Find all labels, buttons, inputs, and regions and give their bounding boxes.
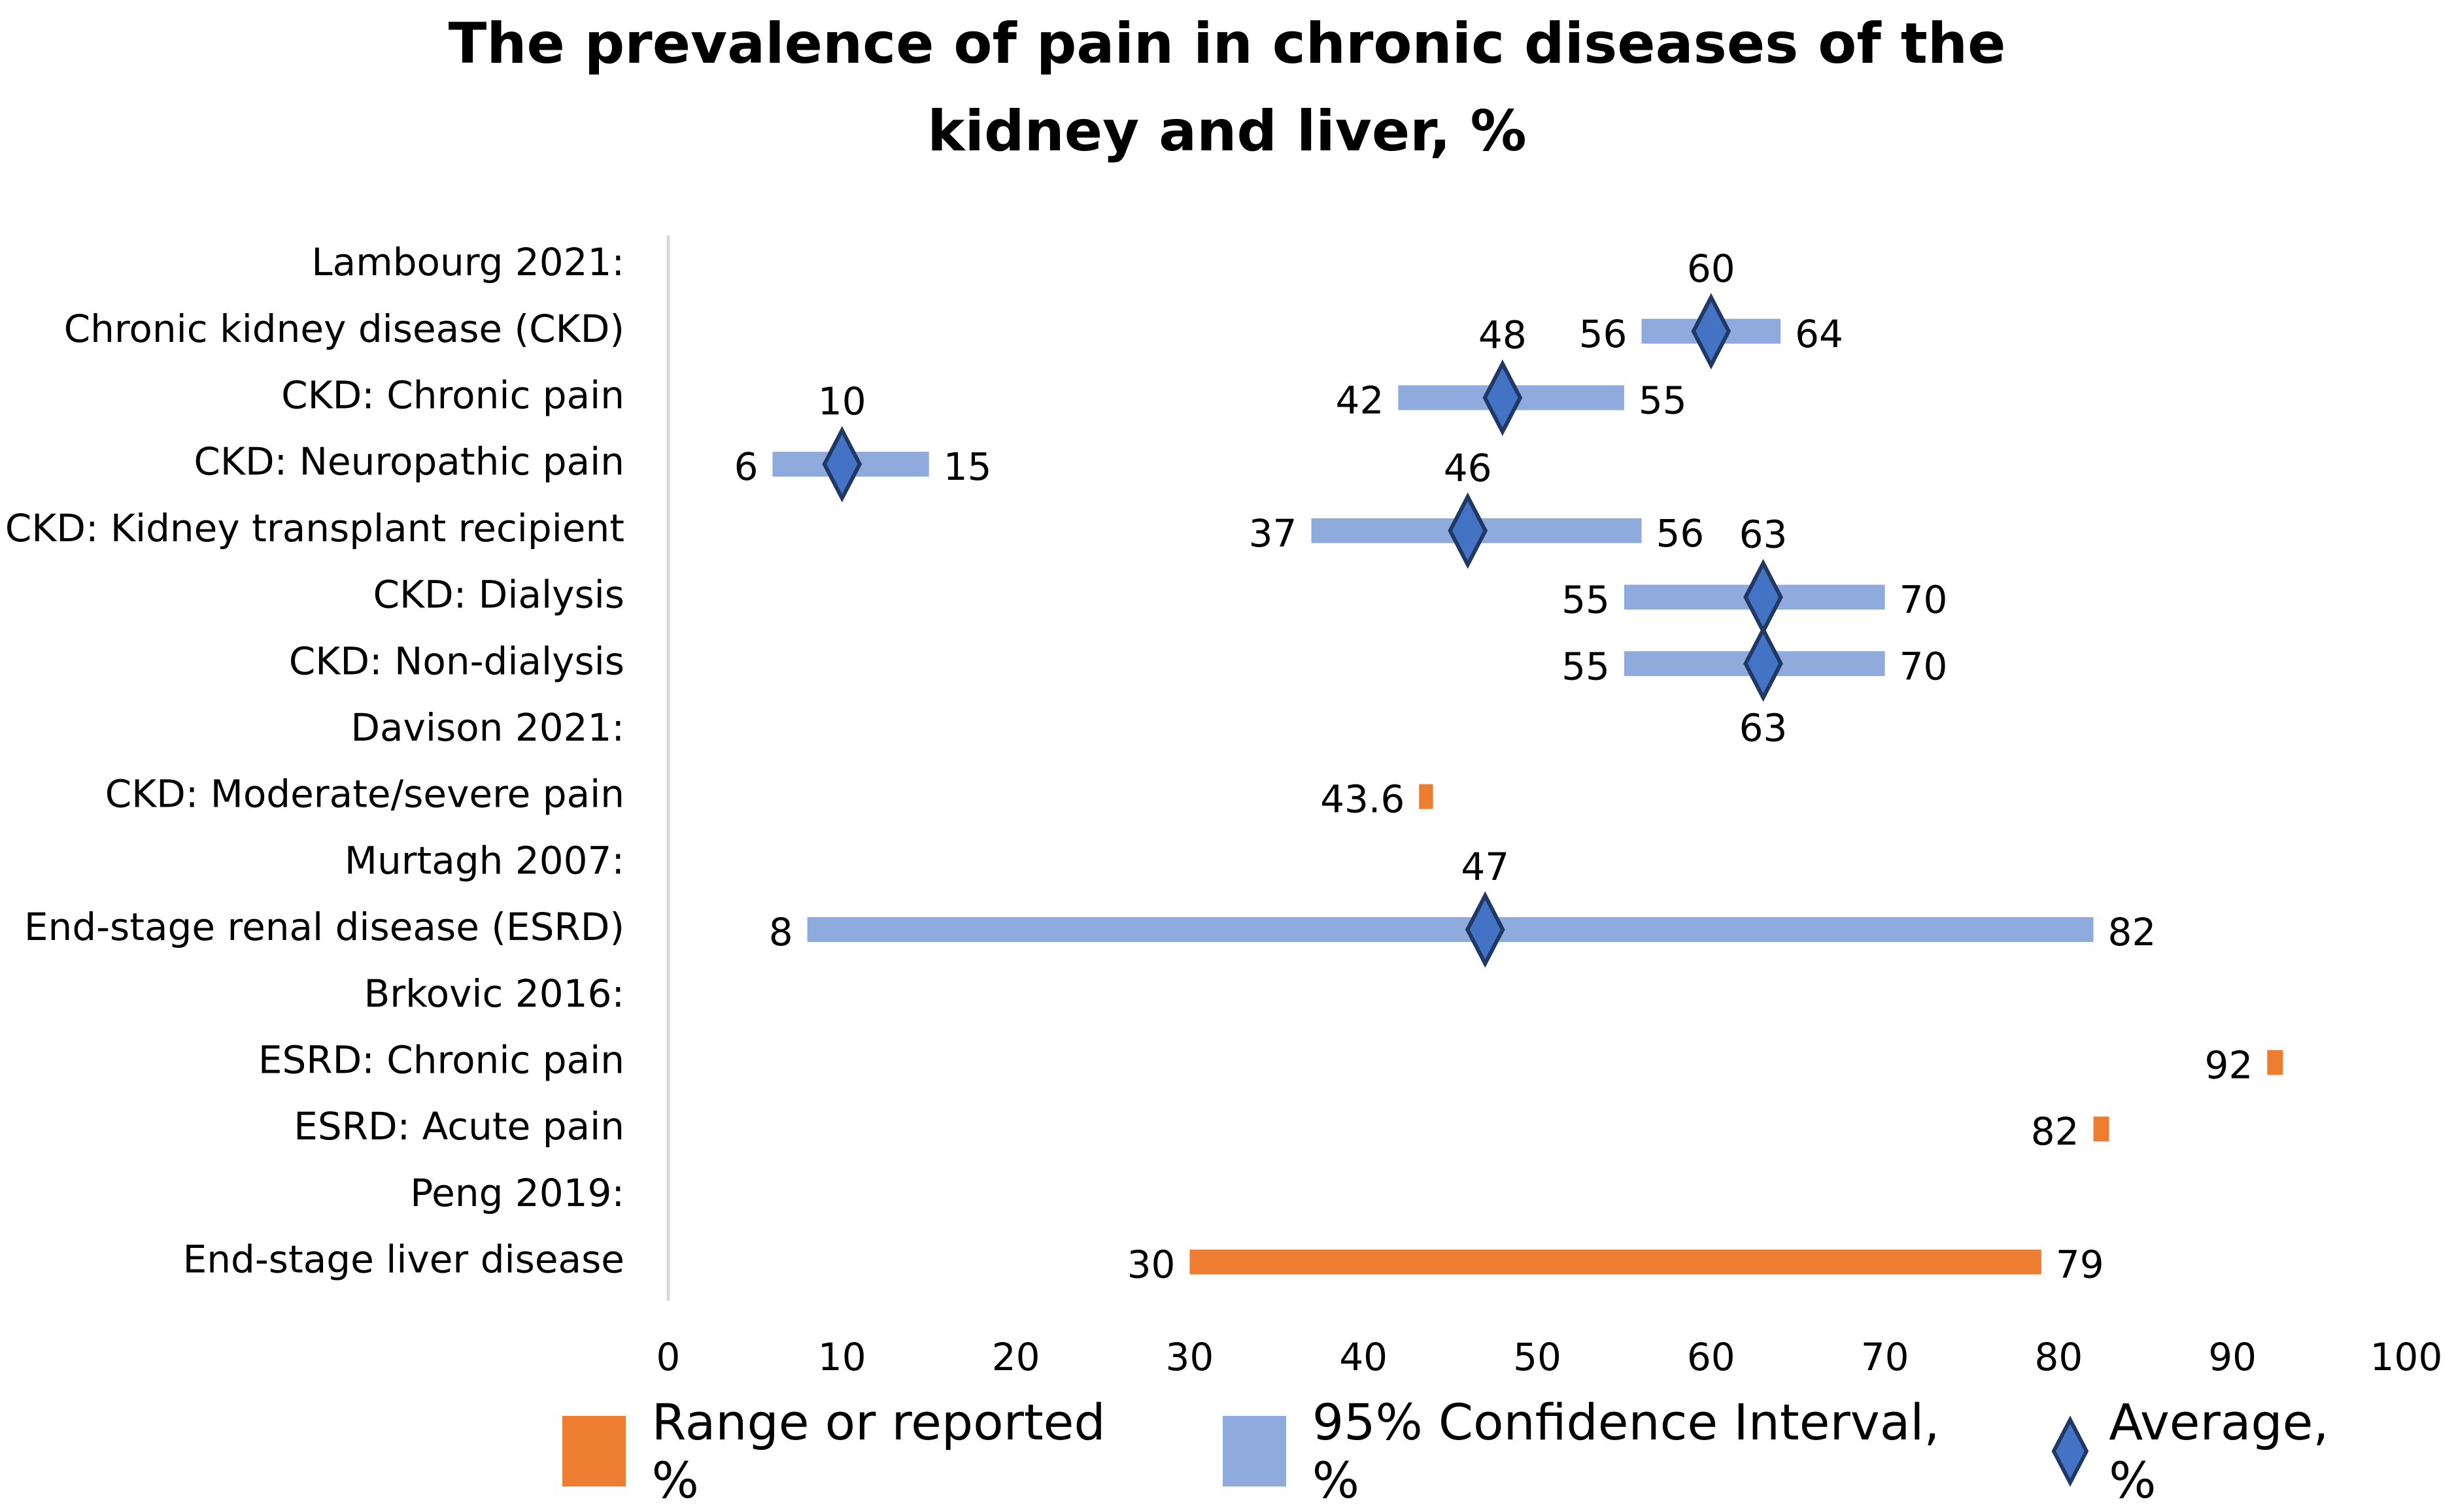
low-label-row-3: 6 — [734, 445, 758, 489]
high-label-row-1: 64 — [1795, 312, 1843, 356]
category-label-14: Peng 2019: — [410, 1171, 624, 1215]
low-label-row-4: 37 — [1249, 511, 1297, 556]
average-label-row-5: 63 — [1739, 512, 1788, 557]
low-label-row-6: 55 — [1561, 644, 1610, 688]
category-label-13: ESRD: Acute pain — [294, 1104, 624, 1149]
category-label-11: Brkovic 2016: — [364, 971, 624, 1016]
legend-diamond-icon — [2051, 1416, 2089, 1487]
category-label-6: CKD: Non-dialysis — [289, 639, 624, 683]
average-label-row-10: 47 — [1461, 845, 1509, 889]
legend-swatch-range — [562, 1416, 626, 1487]
x-tick-label-100: 100 — [2370, 1335, 2443, 1379]
high-label-row-10: 82 — [2108, 910, 2156, 954]
category-label-3: CKD: Neuropathic pain — [194, 439, 624, 484]
average-label-row-3: 10 — [818, 379, 866, 424]
category-label-5: CKD: Dialysis — [373, 573, 624, 617]
x-tick-label-10: 10 — [818, 1335, 866, 1379]
high-label-row-2: 55 — [1639, 378, 1687, 423]
average-label-row-2: 48 — [1478, 313, 1527, 358]
low-label-row-1: 56 — [1579, 312, 1627, 356]
category-label-9: Murtagh 2007: — [345, 838, 624, 882]
category-label-7: Davison 2021: — [350, 705, 624, 750]
average-label-row-6: 63 — [1739, 705, 1788, 750]
category-label-12: ESRD: Chronic pain — [258, 1038, 624, 1083]
high-label-row-4: 56 — [1656, 511, 1704, 556]
average-marker-row-3 — [822, 426, 862, 503]
legend: Range or reported % 95% Confidence Inter… — [562, 1393, 2454, 1509]
average-marker-row-2 — [1482, 359, 1523, 436]
legend-label-avg: Average, % — [2109, 1393, 2329, 1509]
x-tick-label-90: 90 — [2208, 1335, 2257, 1379]
legend-swatch-ci — [1223, 1416, 1286, 1487]
average-marker-row-1 — [1691, 293, 1731, 370]
average-marker-row-5 — [1743, 558, 1783, 636]
legend-label-range: Range or reported % — [651, 1393, 1106, 1509]
average-label-row-4: 46 — [1444, 446, 1492, 490]
high-label-row-3: 15 — [944, 445, 992, 489]
x-tick-label-30: 30 — [1165, 1335, 1214, 1379]
low-label-row-2: 42 — [1336, 378, 1384, 423]
legend-item-range: Range or reported % — [562, 1393, 1151, 1509]
chart-title-line-2: kidney and liver, % — [927, 99, 1527, 164]
legend-label-ci: 95% Confidence Interval, % — [1312, 1393, 1940, 1509]
legend-item-ci: 95% Confidence Interval, % — [1223, 1393, 1979, 1509]
x-tick-label-70: 70 — [1861, 1335, 1909, 1379]
low-label-row-10: 8 — [769, 910, 793, 954]
x-tick-label-80: 80 — [2034, 1335, 2083, 1379]
x-tick-label-40: 40 — [1339, 1335, 1388, 1379]
category-label-15: End-stage liver disease — [183, 1237, 624, 1282]
average-marker-row-4 — [1448, 492, 1488, 569]
average-marker-row-10 — [1465, 891, 1505, 968]
x-tick-label-60: 60 — [1687, 1335, 1735, 1379]
category-label-10: End-stage renal disease (ESRD) — [24, 905, 624, 949]
x-tick-label-0: 0 — [656, 1335, 681, 1379]
category-label-0: Lambourg 2021: — [311, 240, 624, 284]
chart-title: The prevalence of pain in chronic diseas… — [0, 0, 2454, 175]
average-label-row-1: 60 — [1687, 246, 1735, 291]
x-tick-label-20: 20 — [992, 1335, 1040, 1379]
category-label-2: CKD: Chronic pain — [281, 373, 624, 418]
bar-range-row-13 — [2093, 1117, 2109, 1142]
category-label-4: CKD: Kidney transplant recipient — [5, 506, 624, 550]
low-label-row-5: 55 — [1561, 578, 1610, 622]
low-label-row-13: 82 — [2031, 1109, 2079, 1154]
high-label-row-15: 79 — [2056, 1243, 2104, 1287]
low-label-row-12: 92 — [2205, 1043, 2253, 1088]
chart-title-line-1: The prevalence of pain in chronic diseas… — [448, 11, 2006, 76]
high-label-row-5: 70 — [1900, 578, 1948, 622]
category-label-1: Chronic kidney disease (CKD) — [64, 307, 624, 351]
low-label-row-15: 30 — [1127, 1243, 1176, 1287]
high-label-row-6: 70 — [1900, 644, 1948, 688]
category-label-8: CKD: Moderate/severe pain — [105, 772, 624, 816]
legend-item-avg: Average, % — [2051, 1393, 2382, 1509]
bar-range-row-8 — [1419, 784, 1433, 809]
average-marker-row-6 — [1743, 625, 1783, 702]
bar-range-row-15 — [1189, 1249, 2041, 1275]
x-tick-label-50: 50 — [1513, 1335, 1561, 1379]
bar-range-row-12 — [2267, 1050, 2283, 1075]
low-label-row-8: 43.6 — [1320, 777, 1405, 822]
bar-ci-row-10 — [807, 917, 2094, 942]
